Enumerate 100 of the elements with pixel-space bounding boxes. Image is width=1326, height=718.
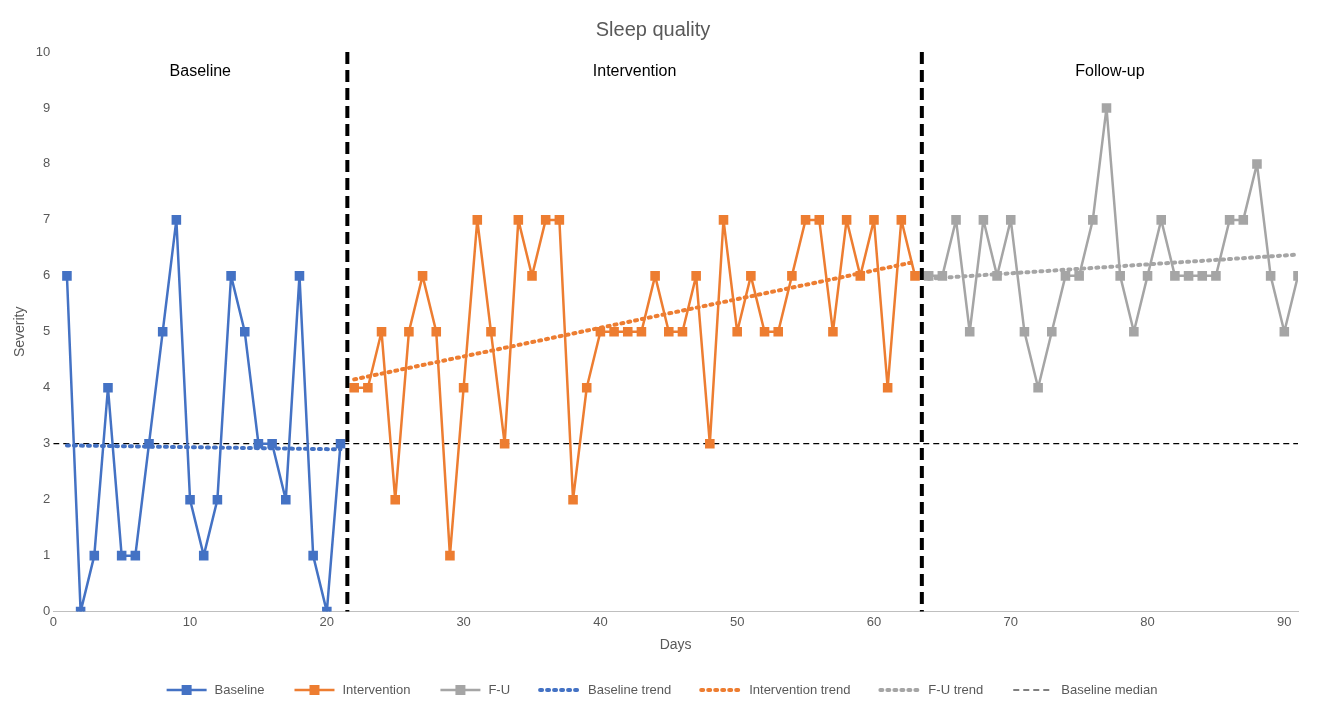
point: [486, 327, 496, 337]
legend-label: Intervention: [342, 681, 411, 697]
point: [937, 271, 948, 281]
x-tick-label: 90: [1277, 613, 1292, 629]
point: [212, 494, 223, 505]
point: [718, 215, 729, 225]
y-tick-label: 6: [43, 267, 51, 283]
point: [527, 271, 537, 281]
annotation: Intervention: [592, 62, 677, 80]
point: [609, 327, 619, 337]
point: [1238, 215, 1249, 225]
y-tick-label: 7: [43, 211, 51, 227]
point: [226, 271, 236, 281]
point: [116, 550, 127, 561]
point: [1265, 271, 1276, 281]
point: [130, 550, 141, 561]
y-tick-label: 2: [43, 491, 51, 507]
point: [568, 494, 578, 505]
point: [431, 327, 442, 337]
point: [540, 215, 551, 225]
point: [882, 382, 893, 393]
legend-label: Baseline median: [1061, 681, 1158, 697]
point: [746, 271, 756, 281]
x-tick-label: 50: [729, 613, 745, 629]
point: [923, 271, 934, 281]
point: [281, 494, 291, 505]
point: [1115, 271, 1125, 281]
point: [1279, 327, 1290, 337]
point: [445, 550, 455, 561]
point: [157, 327, 168, 337]
point: [554, 215, 565, 225]
point: [1033, 382, 1043, 393]
point: [239, 327, 250, 337]
point: [349, 382, 359, 393]
annotation: Follow-up: [1075, 62, 1145, 80]
legend-label: Baseline trend: [588, 681, 672, 697]
point: [992, 271, 1002, 281]
point: [800, 215, 811, 225]
point: [144, 438, 154, 449]
point: [595, 327, 606, 337]
y-tick-label: 9: [43, 99, 51, 115]
point: [1047, 327, 1057, 337]
point: [417, 271, 428, 281]
point: [513, 215, 524, 225]
x-tick-label: 70: [1003, 613, 1018, 629]
point: [841, 215, 852, 225]
point: [1019, 327, 1030, 337]
point: [1129, 327, 1139, 337]
point: [294, 271, 305, 281]
point: [404, 327, 414, 337]
point: [376, 327, 387, 337]
point: [1211, 271, 1221, 281]
point: [185, 494, 195, 505]
point: [1060, 271, 1071, 281]
point: [253, 438, 264, 449]
point: [1156, 215, 1166, 225]
point: [472, 215, 483, 225]
x-tick-label: 80: [1140, 613, 1155, 629]
x-tick-label: 30: [456, 613, 471, 629]
annotation: Baseline: [169, 62, 232, 80]
point: [691, 271, 701, 281]
point: [458, 382, 469, 393]
point: [787, 271, 797, 281]
point: [1074, 271, 1084, 281]
y-tick-label: 4: [43, 379, 51, 395]
point: [363, 382, 373, 393]
x-tick-label: 60: [866, 613, 882, 629]
point: [1170, 271, 1180, 281]
point: [1252, 159, 1262, 169]
point: [705, 438, 715, 449]
x-tick-label: 10: [182, 613, 198, 629]
point: [896, 215, 907, 225]
point: [103, 382, 113, 393]
legend-label: Intervention trend: [749, 681, 851, 697]
point: [89, 550, 100, 561]
point: [814, 215, 825, 225]
point: [581, 382, 592, 393]
point: [335, 438, 346, 449]
point: [828, 327, 838, 337]
point: [910, 271, 920, 281]
chart-title: Sleep quality: [595, 17, 711, 40]
point: [951, 215, 961, 225]
point: [499, 438, 510, 449]
point: [1197, 271, 1208, 281]
point: [1005, 215, 1016, 225]
y-tick-label: 5: [43, 323, 51, 339]
point: [650, 271, 660, 281]
x-axis-title: Days: [659, 636, 692, 653]
point: [964, 327, 975, 337]
point: [1101, 103, 1112, 113]
point: [308, 550, 318, 561]
point: [636, 327, 647, 337]
point: [390, 494, 401, 505]
legend-label: F-U: [488, 681, 511, 697]
legend-label: F-U trend: [928, 681, 984, 697]
y-axis-title: Severity: [11, 306, 28, 358]
point: [267, 438, 277, 449]
point: [869, 215, 879, 225]
point: [759, 327, 770, 337]
point: [677, 327, 688, 337]
